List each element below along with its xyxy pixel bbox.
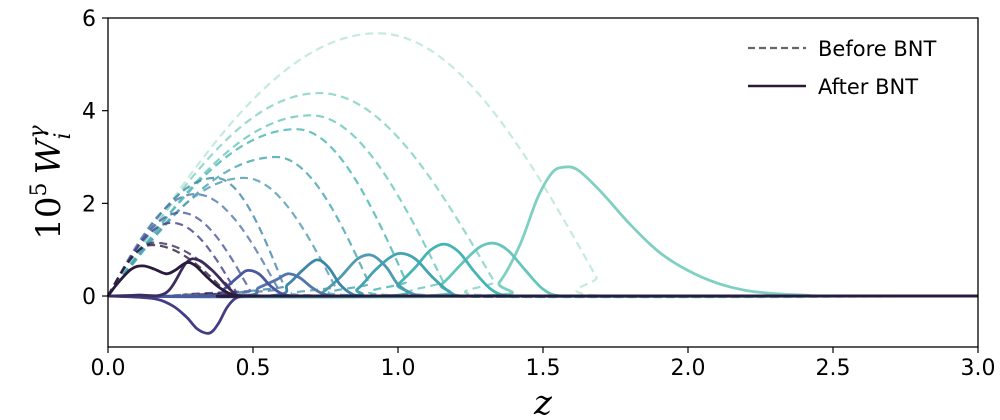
before-bnt-line	[107, 192, 979, 298]
before-bnt-line	[107, 114, 979, 299]
x-tick-label: 2.5	[816, 356, 851, 381]
after-bnt-line	[107, 165, 979, 299]
before-bnt-line	[107, 221, 979, 298]
y-tick-label: 2	[82, 192, 96, 217]
after-bnt-line	[107, 294, 978, 335]
y-tick-label: 4	[82, 100, 96, 125]
before-bnt-line	[107, 243, 979, 298]
y-axis-ticks: 0 2 4 6	[82, 7, 108, 310]
x-axis-label: z	[533, 383, 553, 420]
y-tick-label: 6	[82, 7, 96, 32]
x-tick-label: 2.0	[671, 356, 706, 381]
x-tick-label: 1.5	[526, 356, 561, 381]
after-bnt-curves	[106, 165, 979, 335]
y-axis-label-sup: γ	[25, 124, 50, 138]
x-axis-ticks: 0.0 0.5 1.0 1.5 2.0 2.5 3.0	[91, 347, 996, 381]
before-bnt-line	[107, 211, 979, 298]
before-bnt-curves	[107, 32, 979, 299]
before-bnt-line	[107, 176, 979, 298]
legend-label-before: Before BNT	[818, 37, 936, 61]
y-tick-label: 0	[82, 285, 96, 310]
legend-label-after: After BNT	[818, 75, 918, 99]
before-bnt-line	[107, 176, 979, 298]
legend: Before BNT After BNT	[748, 37, 936, 99]
after-bnt-line	[106, 261, 978, 298]
before-bnt-line	[107, 91, 979, 299]
x-tick-label: 1.0	[381, 356, 416, 381]
x-tick-label: 3.0	[961, 356, 996, 381]
x-tick-label: 0.5	[236, 356, 271, 381]
before-bnt-line	[107, 155, 979, 299]
y-axis-label-exp: 5	[27, 182, 52, 196]
x-tick-label: 0.0	[91, 356, 126, 381]
y-axis-label-var: W	[29, 136, 69, 174]
y-axis-label-sub: i	[51, 132, 76, 139]
y-axis-label-base: 10	[29, 196, 69, 239]
before-bnt-line	[107, 32, 979, 299]
y-axis-label: 105 Wiγ	[25, 124, 76, 239]
